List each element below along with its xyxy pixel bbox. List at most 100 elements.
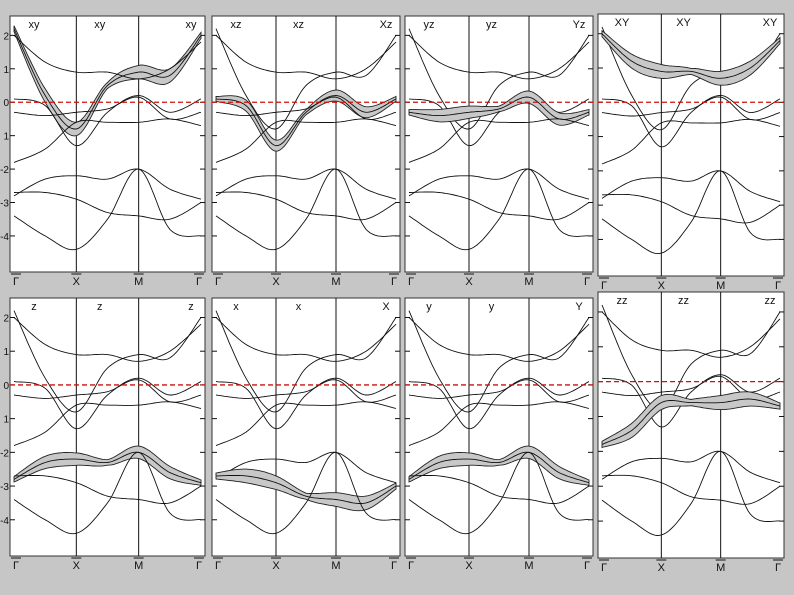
k-point-label: Γ [215,276,221,288]
band-line-1 [408,28,590,130]
band-line-3 [408,377,590,430]
fat-band-4 [408,90,590,126]
k-point-label: M [331,560,340,572]
orbital-label: zz [765,295,776,307]
orbital-label: xz [293,19,304,31]
k-point-label: Γ [775,562,781,574]
orbital-label: XY [763,17,778,29]
k-point-label: X [73,560,81,572]
k-point-label: X [465,276,473,288]
panel-frame [404,297,594,557]
y-tick-label: 2 [3,31,9,42]
k-point-label: Γ [391,560,397,572]
band-line-8 [601,450,781,536]
orbital-label: x [233,301,239,313]
band-line-8 [408,168,590,251]
y-tick-label: 1 [3,347,9,358]
panel-6: Γ X M Γx x X [211,297,401,572]
panel-3: Γ X M Γyz yz Yz [404,15,594,288]
fat-band-7 [215,468,397,512]
orbital-label: xy [94,19,106,31]
panel-frame [9,297,206,557]
orbital-label: y [426,301,432,313]
band-line-5 [601,118,781,165]
band-line-6 [215,168,397,200]
band-line-1 [215,28,397,130]
k-point-label: M [524,560,533,572]
k-point-label: M [716,562,725,574]
k-point-label: X [658,280,666,292]
k-point-label: X [73,276,81,288]
k-point-label: Γ [13,276,19,288]
band-line-3 [601,94,781,148]
y-tick-label: -3 [0,199,9,210]
band-line-8 [215,451,397,535]
band-line-6 [601,450,781,484]
y-tick-label: 0 [3,98,9,109]
orbital-label: Yz [573,19,586,31]
band-line-7 [216,474,397,504]
fat-band-6 [13,445,202,487]
orbital-label: Y [575,301,583,313]
panel-5: 2 1 0 1 -2 -3 -4 Γ X M Γz z z [0,297,206,572]
orbital-label: Xz [380,19,393,31]
k-point-label: X [272,276,280,288]
k-point-label: Γ [196,276,202,288]
band-line-2 [408,35,590,80]
panel-frame [597,291,785,559]
band-line-1 [215,310,397,413]
band-line-7 [14,191,202,221]
fat-band-2 [601,29,781,86]
band-line-8 [13,168,202,251]
band-line-5 [215,401,397,447]
orbital-label: X [382,301,390,313]
band-line-6 [13,451,202,484]
band-line-7 [409,191,590,221]
orbital-label: y [489,301,495,313]
panel-4: Γ X M Γ XY XY XY [597,13,785,292]
panel-7: Γ X M Γy y Y [404,297,594,572]
band-line-5 [408,401,590,447]
orbital-label: z [97,301,103,313]
band-line-7 [409,474,590,504]
band-line-6 [408,451,590,484]
band-line-1 [408,310,590,413]
panel-frame [9,15,206,273]
band-line-5 [13,401,202,447]
k-point-label: X [465,560,473,572]
band-line-2 [215,317,397,362]
fat-band-3 [215,89,397,152]
band-line-3 [215,377,397,430]
fat-band-6 [408,445,590,487]
band-line-8 [601,170,781,255]
k-point-label: Γ [391,276,397,288]
k-point-label: Γ [601,280,607,292]
y-tick-label: 2 [3,313,9,324]
band-line-3 [13,95,202,147]
band-line-8 [215,168,397,251]
band-line-7 [601,193,781,224]
orbital-label: yz [424,19,435,31]
orbital-label: zz [617,295,628,307]
k-point-label: M [134,276,143,288]
k-point-label: M [134,560,143,572]
y-tick-label: 1 [3,65,9,76]
orbital-label: z [31,301,37,313]
y-tick-label: -4 [0,516,9,527]
band-line-3 [215,95,397,147]
band-line-2 [13,317,202,362]
band-line-6 [13,168,202,200]
k-point-label: M [524,276,533,288]
orbital-label: xy [186,19,198,31]
band-line-5 [408,118,590,163]
k-point-label: Γ [408,560,414,572]
fat-band-5 [601,391,781,449]
band-line-6 [215,451,397,484]
band-line-3 [13,377,202,430]
k-point-label: X [272,560,280,572]
band-line-7 [216,191,397,221]
y-tick-label: -4 [0,232,9,243]
orbital-label: XY [676,17,691,29]
y-tick-label: 0 [3,381,9,392]
